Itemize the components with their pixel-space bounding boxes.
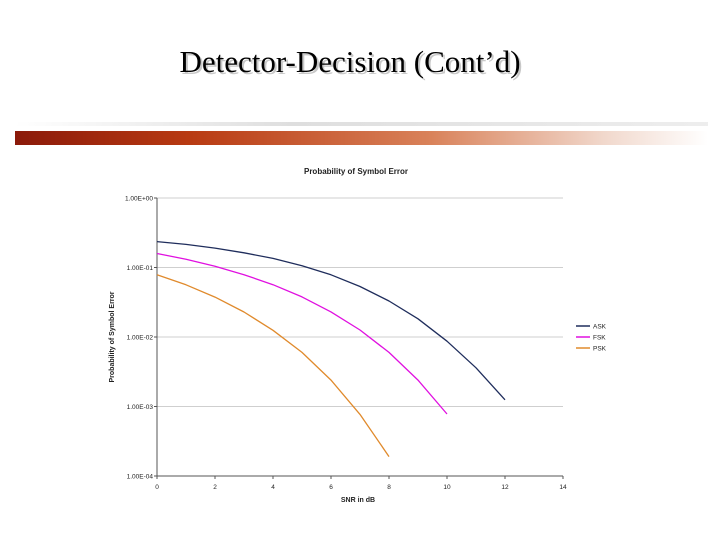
- x-tick-label: 12: [501, 484, 509, 491]
- series-line-ask: [156, 240, 506, 401]
- x-tick-label: 4: [271, 484, 275, 491]
- chart-gridlines: [157, 197, 563, 407]
- title-underline-bar: [15, 122, 708, 145]
- x-tick-label: 8: [387, 484, 391, 491]
- legend-label-ask: ASK: [593, 324, 607, 331]
- legend-label-fsk: FSK: [593, 335, 606, 342]
- x-axis-label: SNR in dB: [341, 497, 375, 504]
- y-tick-label: 1.00E-01: [127, 265, 154, 272]
- y-tick-label: 1.00E-03: [127, 404, 154, 411]
- slide-title: Detector-Decision (Cont’d): [179, 44, 521, 79]
- x-tick-label: 14: [559, 484, 567, 491]
- y-axis-label: Probability of Symbol Error: [109, 291, 116, 382]
- x-tick-label: 2: [213, 484, 217, 491]
- chart-series: [156, 240, 506, 457]
- series-line-fsk: [156, 252, 448, 415]
- y-tick-label: 1.00E+00: [125, 196, 153, 203]
- chart-title: Probability of Symbol Error: [304, 167, 408, 176]
- series-line-psk: [156, 274, 390, 457]
- y-tick-labels: 1.00E+00 1.00E-01 1.00E-02 1.00E-03 1.00E-04: [125, 196, 157, 481]
- legend-label-psk: PSK: [593, 346, 607, 353]
- y-tick-label: 1.00E-02: [127, 335, 154, 342]
- x-tick-labels: 0 2 4 6 8 10 12 14: [155, 476, 567, 491]
- x-tick-label: 10: [443, 484, 451, 491]
- x-tick-label: 0: [155, 484, 159, 491]
- y-tick-label: 1.00E-04: [127, 474, 154, 481]
- x-tick-label: 6: [329, 484, 333, 491]
- chart-legend: ASK FSK PSK: [576, 324, 607, 353]
